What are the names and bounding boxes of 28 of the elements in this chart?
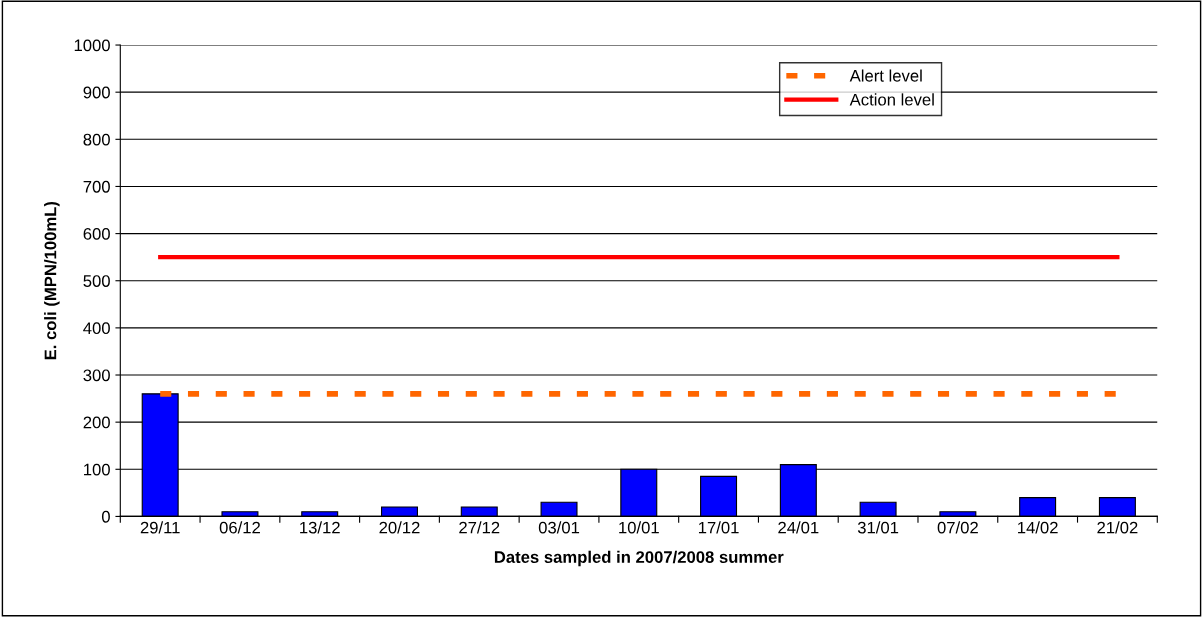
y-tick-label: 600 <box>83 228 110 240</box>
y-axis-title: E. coli (MPN/100mL) <box>44 201 60 360</box>
y-tick-label: 0 <box>101 510 110 523</box>
x-tick-label: 31/01 <box>857 521 899 534</box>
legend-label: Action level <box>849 93 934 106</box>
y-tick-label: 400 <box>83 322 110 335</box>
legend-label: Alert level <box>849 69 922 82</box>
y-tick-label: 200 <box>83 416 110 429</box>
x-tick-label: 29/11 <box>140 521 180 534</box>
x-tick-label: 27/12 <box>459 521 500 534</box>
y-tick-label: 900 <box>83 86 110 99</box>
x-tick-label: 20/12 <box>379 521 420 534</box>
x-axis-title: Dates sampled in 2007/2008 summer <box>494 550 784 567</box>
x-tick-label: 17/01 <box>698 521 739 534</box>
x-tick-label: 14/02 <box>1018 521 1058 534</box>
x-tick-label: 13/12 <box>300 521 340 534</box>
x-tick-label: 03/01 <box>538 521 580 534</box>
y-tick-label: 500 <box>83 275 110 287</box>
x-tick-label: 10/01 <box>619 521 659 534</box>
x-tick-label: 07/02 <box>937 521 978 534</box>
y-tick-label: 1000 <box>74 39 110 52</box>
x-tick-label: 21/02 <box>1097 521 1138 534</box>
x-tick-label: 06/12 <box>219 521 260 534</box>
x-tick-label: 24/01 <box>778 521 819 534</box>
y-tick-label: 700 <box>83 180 110 193</box>
y-tick-label: 800 <box>83 133 110 146</box>
y-tick-label: 100 <box>84 463 110 476</box>
y-tick-label: 300 <box>83 369 110 382</box>
